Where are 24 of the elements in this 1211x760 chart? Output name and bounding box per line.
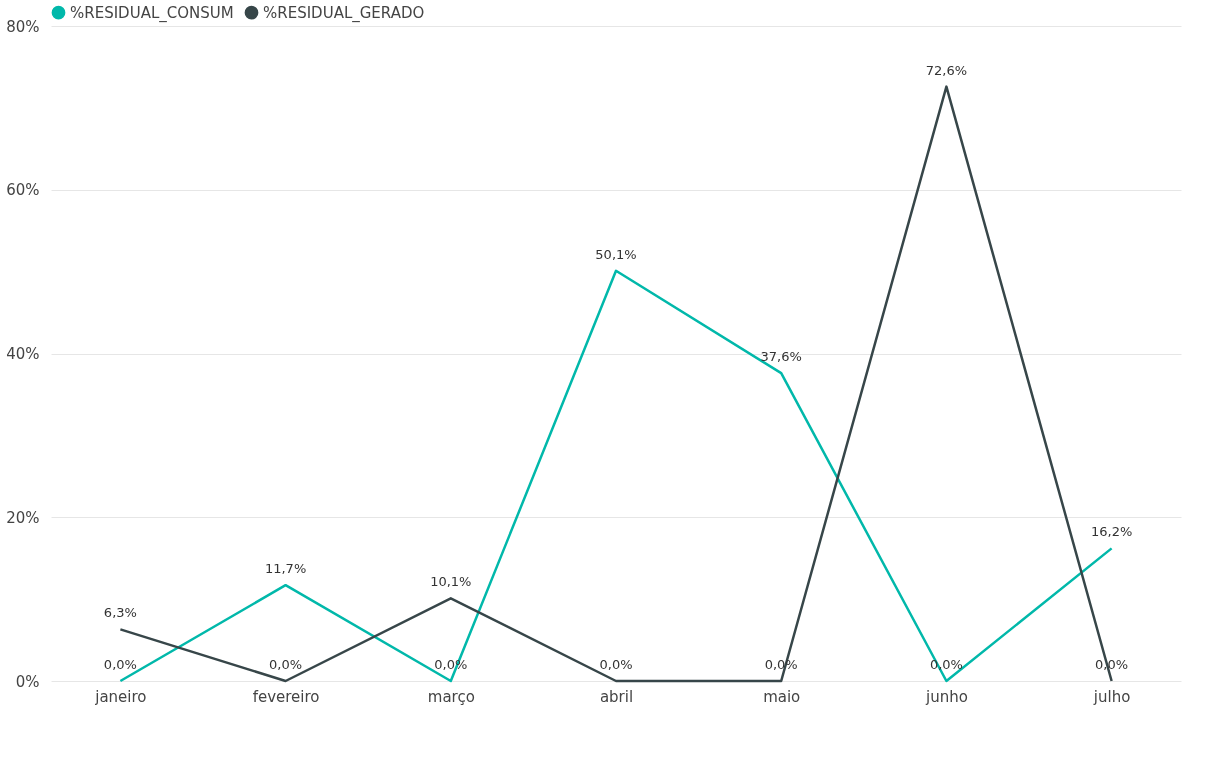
y-tick-label: 60% bbox=[6, 181, 40, 200]
y-tick-label: 0% bbox=[15, 672, 40, 691]
data-label: 37,6% bbox=[760, 349, 802, 365]
data-label: 0,0% bbox=[269, 657, 303, 672]
x-tick-label: fevereiro bbox=[252, 687, 320, 706]
y-tick-label: 20% bbox=[6, 508, 40, 527]
legend-label: %RESIDUAL_CONSUM bbox=[70, 3, 234, 23]
y-tick-label: 40% bbox=[6, 345, 40, 363]
legend-label: %RESIDUAL_GERADO bbox=[263, 3, 425, 23]
x-tick-label: março bbox=[427, 687, 475, 706]
y-tick-label: 80% bbox=[6, 17, 40, 36]
x-tick-label: junho bbox=[924, 687, 968, 706]
data-label: 11,7% bbox=[264, 561, 307, 577]
data-label: 16,2% bbox=[1090, 524, 1133, 540]
data-label: 50,1% bbox=[595, 246, 637, 262]
data-label: 72,6% bbox=[925, 62, 968, 78]
data-label: 10,1% bbox=[430, 574, 472, 590]
x-tick-label: julho bbox=[1092, 687, 1131, 706]
data-label: 0,0% bbox=[103, 657, 137, 672]
x-tick-label: maio bbox=[763, 687, 801, 706]
x-tick-label: abril bbox=[599, 687, 634, 706]
data-label: 6,3% bbox=[103, 605, 137, 621]
data-label: 0,0% bbox=[599, 657, 633, 672]
x-tick-label: janeiro bbox=[94, 687, 147, 706]
